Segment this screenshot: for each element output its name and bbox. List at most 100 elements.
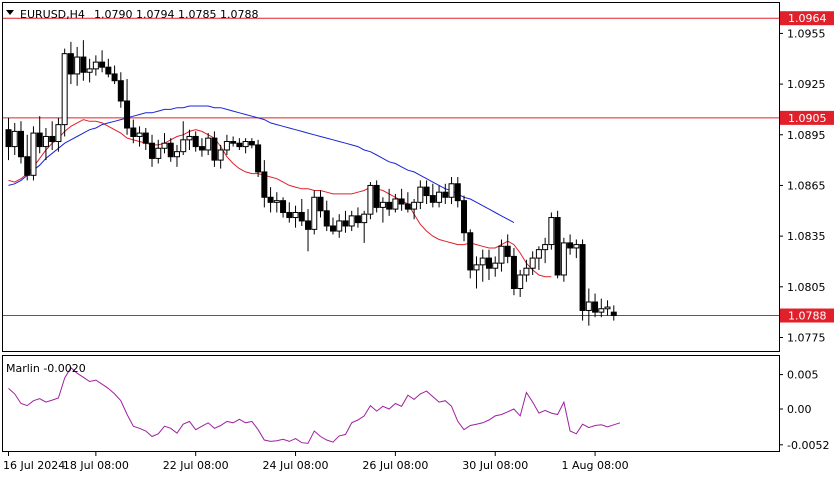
candle-body: [86, 68, 93, 73]
candle-body: [542, 244, 549, 251]
candle-body: [286, 211, 293, 219]
candle: [548, 212, 555, 250]
candle: [230, 136, 237, 147]
candle-body: [11, 130, 18, 148]
candle-body: [161, 142, 168, 149]
candle-body: [398, 198, 405, 205]
candle-body: [17, 130, 24, 158]
candle-body: [548, 217, 555, 246]
candle-body: [423, 186, 430, 197]
candle: [542, 237, 549, 264]
candle: [379, 197, 386, 223]
candle: [554, 210, 561, 279]
time-tick-label: 26 Jul 08:00: [362, 459, 428, 472]
candle-body: [192, 135, 199, 148]
oscillator-label: Marlin -0.0020: [6, 362, 86, 375]
candle: [392, 193, 399, 213]
candle-body: [55, 124, 62, 143]
candle-body: [217, 149, 224, 161]
candle-body: [386, 201, 393, 210]
candle-body: [155, 147, 162, 159]
candle-body: [329, 225, 336, 232]
candle-body: [361, 213, 368, 224]
candle: [55, 117, 62, 152]
candle-body: [236, 142, 243, 148]
candle-body: [292, 211, 299, 219]
candle-body: [74, 56, 81, 75]
candle-body: [105, 66, 112, 75]
candle: [167, 138, 174, 162]
candle: [99, 50, 106, 73]
candle-body: [573, 244, 580, 249]
collapse-triangle-icon[interactable]: [6, 10, 14, 15]
candle-body: [579, 244, 586, 311]
candle: [504, 234, 511, 264]
candle: [5, 117, 12, 161]
candle-body: [348, 215, 355, 227]
candle: [492, 256, 499, 277]
candle-body: [529, 257, 536, 269]
candle-body: [136, 132, 143, 137]
candle-body: [567, 242, 574, 249]
candle: [498, 239, 505, 272]
price-tick-label: 1.0805: [787, 281, 826, 294]
candle-body: [142, 132, 149, 144]
candle-body: [111, 73, 118, 82]
candle-body: [392, 198, 399, 210]
candle: [142, 128, 149, 150]
candle-body: [560, 242, 567, 276]
candle: [180, 121, 187, 156]
level-label: 1.0788: [788, 310, 827, 323]
candle: [11, 122, 18, 156]
candle: [49, 121, 56, 150]
candle-body: [49, 135, 56, 143]
candle-body: [517, 274, 524, 289]
candle: [292, 205, 299, 228]
candle-body: [592, 301, 599, 313]
candle-body: [404, 203, 411, 210]
candle-body: [610, 311, 617, 317]
candle: [573, 239, 580, 259]
candle: [105, 58, 112, 78]
candle: [242, 138, 249, 154]
candle-body: [124, 100, 131, 129]
candle: [192, 131, 199, 152]
candle-body: [280, 200, 287, 213]
candle-body: [149, 142, 156, 159]
candle-body: [342, 220, 349, 227]
price-tick-label: 1.0925: [787, 78, 826, 91]
candle-body: [373, 184, 380, 208]
candle: [535, 246, 542, 270]
candle-body: [492, 262, 499, 269]
candle-body: [436, 191, 443, 203]
time-tick-label: 18 Jul 08:00: [63, 459, 129, 472]
candle-body: [485, 257, 492, 269]
candle-body: [604, 306, 611, 310]
candle-body: [230, 141, 237, 144]
candle: [610, 305, 617, 321]
candle-body: [379, 201, 386, 208]
candle-body: [523, 267, 530, 276]
candle-body: [323, 210, 330, 227]
candle: [67, 41, 74, 85]
candle-body: [92, 61, 99, 70]
candle-body: [448, 183, 455, 198]
candle-body: [504, 245, 511, 257]
time-tick-label: 1 Aug 08:00: [561, 459, 628, 472]
chart-symbol: EURUSD,H4: [20, 8, 85, 21]
candle: [592, 293, 599, 318]
candle-body: [211, 137, 218, 161]
level-label: 1.0905: [788, 112, 827, 125]
oscillator-line: [8, 366, 621, 444]
candle: [42, 128, 49, 161]
candle-body: [36, 132, 43, 148]
candle: [517, 269, 524, 297]
candle: [173, 144, 180, 167]
candle: [155, 139, 162, 164]
ohlc-readout: 1.0790 1.0794 1.0785 1.0788: [94, 8, 258, 21]
candle: [17, 121, 24, 164]
candle-body: [535, 249, 542, 259]
candle: [205, 133, 212, 156]
